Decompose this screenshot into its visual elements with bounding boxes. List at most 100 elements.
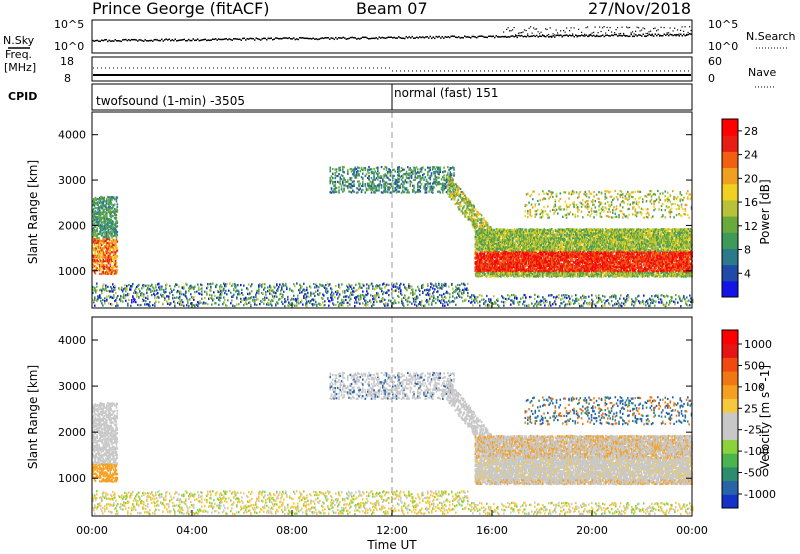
power-cell [255, 293, 257, 296]
power-cell [113, 256, 116, 259]
power-cell [690, 297, 692, 300]
power-cell [126, 287, 128, 290]
power-cell [397, 286, 399, 289]
nsearch-point [552, 33, 554, 35]
power-cell [370, 182, 373, 186]
power-cell [306, 295, 308, 298]
power-cell [647, 302, 649, 305]
power-cell [107, 201, 110, 204]
freq-tick-high: 18 [60, 55, 74, 68]
power-cell [105, 225, 107, 228]
power-cell [170, 302, 172, 305]
power-cell [106, 227, 108, 230]
power-cell [330, 175, 333, 178]
power-cell [442, 184, 444, 187]
power-cell [339, 302, 341, 305]
power-cell [330, 191, 333, 194]
power-cell [437, 296, 439, 299]
power-cell [453, 183, 455, 186]
power-cell [101, 249, 104, 252]
power-cell [99, 232, 102, 236]
power-cell [479, 304, 481, 307]
power-cell [438, 183, 440, 186]
power-cell [374, 287, 376, 291]
power-cell [102, 246, 105, 250]
power-cell [164, 297, 166, 300]
power-cell [358, 297, 360, 300]
power-cell [402, 301, 404, 305]
power-cell [417, 171, 419, 174]
power-cell [450, 191, 453, 194]
power-cell [563, 300, 565, 303]
power-cell [94, 238, 97, 241]
power-cell [111, 232, 113, 235]
power-cell [94, 261, 97, 264]
power-cell [473, 204, 475, 208]
power-cell [92, 238, 95, 241]
power-cell [543, 301, 545, 304]
power-cell [442, 186, 444, 189]
power-cell [687, 304, 689, 307]
power-cell [169, 291, 171, 294]
power-cell [368, 287, 370, 290]
power-cell [129, 288, 131, 291]
power-cell [388, 299, 390, 302]
power-cell [652, 298, 654, 301]
power-cell [335, 186, 338, 190]
power-cell [293, 283, 295, 286]
power-cell [488, 304, 490, 307]
power-cell [198, 302, 200, 305]
power-cell [643, 294, 645, 297]
power-cell [350, 167, 353, 171]
power-cell [92, 232, 95, 236]
nsky-point [201, 39, 203, 41]
power-cell [339, 166, 342, 169]
power-cell [218, 296, 220, 299]
power-cell [103, 267, 105, 270]
power-cell [417, 304, 419, 307]
power-cell [247, 297, 249, 300]
power-cell [398, 174, 400, 177]
power-cell [106, 207, 109, 210]
power-cell [615, 295, 617, 298]
power-cell [331, 297, 333, 300]
power-cell [466, 288, 468, 292]
power-cell [495, 302, 497, 305]
power-cell [329, 180, 332, 183]
power-cell [479, 294, 481, 297]
power-cell [454, 196, 457, 199]
power-cell [96, 241, 98, 244]
nsearch-point [591, 32, 593, 34]
power-cell [299, 283, 301, 286]
power-cell [165, 284, 167, 287]
power-cell [381, 290, 383, 293]
power-cell [219, 296, 221, 299]
power-cell [441, 295, 443, 299]
power-cell [98, 206, 100, 209]
power-cell [417, 184, 419, 187]
power-cell [109, 207, 112, 210]
power-cell [575, 299, 577, 303]
power-cell [370, 170, 373, 173]
power-cell [562, 297, 564, 300]
power-cell [343, 295, 345, 299]
power-cell [661, 299, 663, 303]
power-cell [438, 173, 440, 176]
power-cell [100, 197, 103, 200]
power-cell [106, 221, 109, 224]
nsky-point [297, 38, 299, 41]
power-cell [127, 294, 129, 297]
nsky-point [101, 39, 103, 42]
power-cell [427, 284, 429, 287]
nsky-point [308, 37, 310, 40]
power-cell [469, 204, 472, 208]
power-cell [267, 286, 269, 289]
power-cell [201, 293, 203, 296]
power-cell [668, 303, 670, 306]
power-cell [432, 287, 434, 290]
power-cell [404, 296, 406, 299]
nsky-point [98, 40, 100, 42]
power-cell [388, 289, 390, 292]
nsky-point [365, 36, 367, 38]
power-cell [482, 221, 484, 224]
